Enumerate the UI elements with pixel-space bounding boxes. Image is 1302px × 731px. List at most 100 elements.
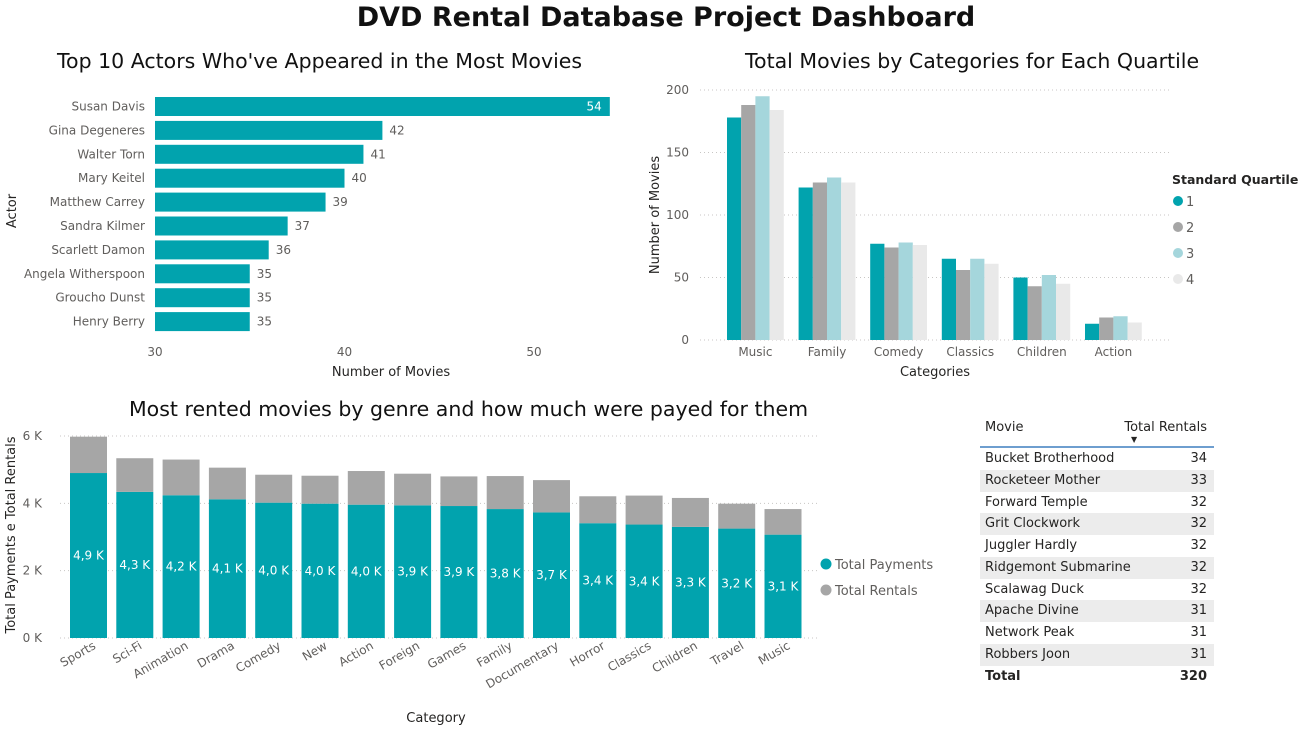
rentals-bar[interactable]	[718, 503, 756, 529]
x-tick-label: Drama	[195, 638, 237, 670]
column-header-movie[interactable]: Movie	[985, 420, 1024, 435]
quartile-bar[interactable]	[1013, 277, 1028, 341]
payments-bar[interactable]	[301, 503, 339, 638]
quartile-bar[interactable]	[1099, 317, 1114, 341]
rentals-bar[interactable]	[671, 497, 709, 527]
legend-item-label[interactable]: 3	[1186, 247, 1194, 262]
actor-bar[interactable]	[155, 120, 383, 140]
quartile-bar[interactable]	[727, 117, 742, 341]
payments-bar[interactable]	[162, 495, 200, 638]
payments-bar[interactable]	[671, 526, 709, 638]
legend-marker[interactable]	[1173, 248, 1183, 258]
quartile-bar[interactable]	[841, 182, 856, 341]
actor-bar[interactable]	[155, 192, 326, 212]
payments-bar[interactable]	[764, 534, 802, 638]
rentals-bar[interactable]	[116, 458, 154, 492]
payments-bar[interactable]	[208, 499, 246, 638]
quartile-bar[interactable]	[1085, 323, 1100, 340]
legend-item-label[interactable]: 2	[1186, 221, 1194, 236]
actor-bar[interactable]	[155, 240, 269, 260]
quartile-bar[interactable]	[984, 263, 999, 340]
quartile-bar[interactable]	[1027, 286, 1042, 340]
x-tick-label: Travel	[707, 638, 746, 668]
legend-item-label[interactable]: 4	[1186, 273, 1194, 288]
payments-bar[interactable]	[579, 523, 617, 638]
table-row[interactable]: Ridgemont Submarine 32	[980, 556, 1214, 579]
x-tick-label: Comedy	[874, 345, 924, 359]
legend-marker[interactable]	[1173, 222, 1183, 232]
actor-bar[interactable]	[155, 288, 250, 308]
legend-marker[interactable]	[1173, 274, 1183, 284]
payments-bar[interactable]	[394, 505, 432, 638]
payments-bar[interactable]	[347, 504, 385, 638]
legend-marker[interactable]	[1173, 196, 1183, 206]
rentals-bar[interactable]	[486, 476, 524, 510]
quartile-bar[interactable]	[755, 96, 770, 340]
quartile-bar[interactable]	[912, 245, 927, 340]
payments-bar[interactable]	[255, 502, 293, 638]
column-header-total-rentals[interactable]: Total Rentals	[1124, 420, 1207, 435]
total-rentals-cell: 34	[1190, 451, 1207, 466]
quartile-bar[interactable]	[798, 187, 813, 341]
table-row[interactable]: Scalawag Duck 32	[980, 579, 1214, 601]
payments-bar[interactable]	[486, 509, 524, 638]
rentals-bar[interactable]	[301, 475, 339, 504]
rentals-bar[interactable]	[533, 480, 570, 513]
quartile-bar[interactable]	[870, 243, 885, 340]
table-row[interactable]: Juggler Hardly 32	[980, 535, 1214, 557]
actor-bar[interactable]	[155, 168, 345, 188]
actor-bar[interactable]	[155, 144, 364, 164]
legend-item-label[interactable]: 1	[1186, 195, 1194, 210]
rentals-bar[interactable]	[625, 495, 663, 525]
table-row[interactable]: Robbers Joon 31	[980, 643, 1214, 666]
actor-value-label: 42	[389, 123, 404, 137]
actor-bar[interactable]	[155, 97, 610, 116]
legend-marker[interactable]	[820, 584, 832, 596]
rentals-bar[interactable]	[70, 436, 107, 474]
rentals-bar[interactable]	[764, 509, 802, 535]
quartile-bar[interactable]	[956, 270, 971, 340]
rentals-bar[interactable]	[208, 467, 246, 500]
rentals-bar[interactable]	[347, 471, 385, 505]
quartile-bar[interactable]	[941, 258, 956, 340]
actor-bar[interactable]	[155, 312, 250, 332]
actor-bar[interactable]	[155, 216, 288, 236]
legend-item-label[interactable]: Total Rentals	[834, 584, 918, 599]
legend-item-label[interactable]: Total Payments	[834, 558, 933, 573]
quartile-bar[interactable]	[812, 182, 827, 341]
actor-bar[interactable]	[155, 264, 250, 284]
x-tick-label: Sports	[58, 638, 98, 669]
quartile-bar[interactable]	[884, 247, 899, 341]
legend-marker[interactable]	[820, 558, 832, 570]
rentals-bar[interactable]	[394, 473, 432, 506]
rentals-bar[interactable]	[440, 476, 478, 507]
table-row[interactable]: Network Peak 31	[980, 622, 1214, 644]
rentals-bar[interactable]	[255, 474, 293, 503]
payments-bar[interactable]	[718, 528, 756, 638]
rentals-bar[interactable]	[579, 496, 617, 524]
table-row[interactable]: Apache Divine 31	[980, 600, 1214, 622]
table-row[interactable]: Grit Clockwork 32	[980, 513, 1214, 535]
payments-bar[interactable]	[533, 512, 570, 638]
payments-bar[interactable]	[625, 524, 663, 638]
payments-bar[interactable]	[440, 506, 478, 638]
table-row[interactable]: Rocketeer Mother 33	[980, 469, 1214, 492]
sort-descending-icon[interactable]: ▼	[1131, 435, 1138, 444]
quartile-bar[interactable]	[1127, 322, 1142, 341]
quartile-bar[interactable]	[827, 177, 842, 341]
payments-bar[interactable]	[70, 473, 107, 638]
quartile-bar[interactable]	[970, 258, 985, 340]
rentals-bar[interactable]	[162, 459, 200, 496]
quartile-bar[interactable]	[1113, 316, 1128, 340]
quartile-bar[interactable]	[769, 110, 784, 340]
payments-value-label: 4,0 K	[305, 564, 337, 578]
quartile-bar[interactable]	[1041, 275, 1056, 340]
table-row[interactable]: Bucket Brotherhood 34	[980, 448, 1214, 470]
payments-bar[interactable]	[116, 491, 154, 638]
quartile-bar[interactable]	[741, 105, 756, 340]
table-row[interactable]: Forward Temple 32	[980, 492, 1214, 514]
total-rentals-cell: 32	[1190, 516, 1207, 532]
quartile-bar[interactable]	[1056, 283, 1071, 340]
quartile-bar[interactable]	[898, 242, 913, 341]
